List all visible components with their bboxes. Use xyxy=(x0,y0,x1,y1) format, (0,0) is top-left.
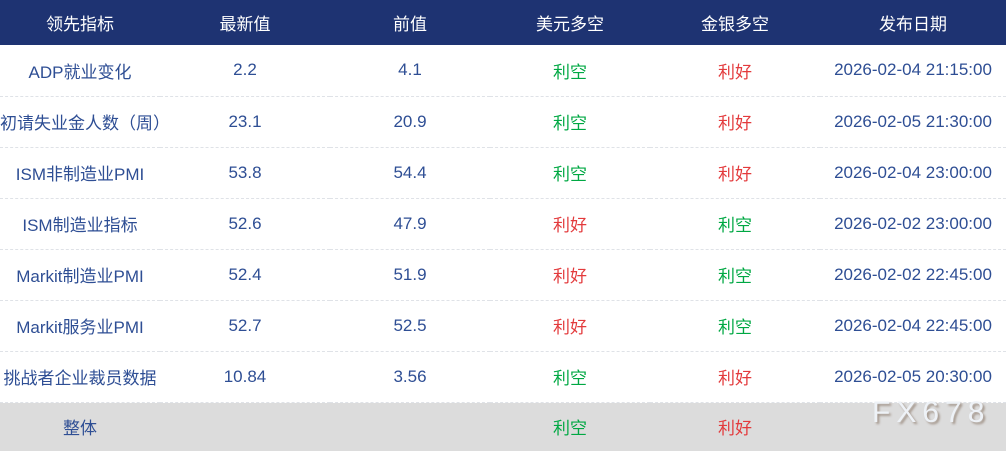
table-row: Markit服务业PMI 52.7 52.5 利好 利空 2026-02-04 … xyxy=(0,300,1006,352)
cell-previous-value: 47.9 xyxy=(330,198,490,250)
cell-release-date: 2026-02-02 22:45:00 xyxy=(820,249,1006,301)
col-header-usd-sentiment: 美元多空 xyxy=(536,15,604,34)
cell-latest-value xyxy=(160,402,330,451)
cell-indicator: ISM非制造业PMI xyxy=(0,147,160,199)
cell-usd-sentiment: 利好 xyxy=(490,249,650,301)
col-header-gold-silver-sentiment: 金银多空 xyxy=(701,15,769,34)
cell-usd-sentiment: 利空 xyxy=(553,419,587,439)
cell-latest-value: 10.84 xyxy=(160,351,330,403)
cell-previous-value: 51.9 xyxy=(330,249,490,301)
cell-gold-silver-sentiment: 利空 xyxy=(650,198,820,250)
cell-release-date: 2026-02-02 23:00:00 xyxy=(820,198,1006,250)
table-row: 挑战者企业裁员数据 10.84 3.56 利空 利好 2026-02-05 20… xyxy=(0,351,1006,403)
cell-indicator: Markit服务业PMI xyxy=(0,300,160,352)
cell-previous-value: 3.56 xyxy=(330,351,490,403)
cell-gold-silver-sentiment: 利好 xyxy=(650,147,820,199)
cell-indicator: 挑战者企业裁员数据 xyxy=(0,351,160,403)
cell-gold-silver-sentiment: 利好 xyxy=(718,419,752,439)
cell-previous-value: 20.9 xyxy=(330,96,490,148)
cell-indicator: 整体 xyxy=(63,419,97,439)
cell-gold-silver-sentiment: 利空 xyxy=(650,300,820,352)
cell-indicator: 初请失业金人数（周） xyxy=(0,96,160,148)
cell-release-date: 2026-02-05 20:30:00 xyxy=(820,351,1006,403)
cell-previous-value: 4.1 xyxy=(330,45,490,97)
cell-gold-silver-sentiment: 利好 xyxy=(650,45,820,97)
cell-latest-value: 52.7 xyxy=(160,300,330,352)
cell-release-date: 2026-02-04 22:45:00 xyxy=(820,300,1006,352)
cell-previous-value: 52.5 xyxy=(330,300,490,352)
table-row: Markit制造业PMI 52.4 51.9 利好 利空 2026-02-02 … xyxy=(0,249,1006,301)
col-header-release-date: 发布日期 xyxy=(879,15,947,34)
table-header-row: 领先指标 最新值 前值 美元多空 金银多空 发布日期 xyxy=(0,0,1006,45)
cell-latest-value: 52.4 xyxy=(160,249,330,301)
table-row: ADP就业变化 2.2 4.1 利空 利好 2026-02-04 21:15:0… xyxy=(0,45,1006,97)
cell-release-date xyxy=(820,402,1006,451)
table-row: ISM制造业指标 52.6 47.9 利好 利空 2026-02-02 23:0… xyxy=(0,198,1006,250)
cell-release-date: 2026-02-05 21:30:00 xyxy=(820,96,1006,148)
col-header-latest-value: 最新值 xyxy=(219,15,271,34)
cell-usd-sentiment: 利空 xyxy=(490,96,650,148)
cell-usd-sentiment: 利空 xyxy=(490,351,650,403)
col-header-indicator: 领先指标 xyxy=(46,15,114,34)
cell-indicator: ISM制造业指标 xyxy=(0,198,160,250)
cell-latest-value: 23.1 xyxy=(160,96,330,148)
cell-latest-value: 52.6 xyxy=(160,198,330,250)
cell-gold-silver-sentiment: 利空 xyxy=(650,249,820,301)
summary-row: 整体 利空 利好 xyxy=(0,402,1006,451)
cell-release-date: 2026-02-04 21:15:00 xyxy=(820,45,1006,97)
cell-indicator: ADP就业变化 xyxy=(0,45,160,97)
cell-indicator: Markit制造业PMI xyxy=(0,249,160,301)
cell-usd-sentiment: 利好 xyxy=(490,198,650,250)
cell-usd-sentiment: 利好 xyxy=(490,300,650,352)
table-row: 初请失业金人数（周） 23.1 20.9 利空 利好 2026-02-05 21… xyxy=(0,96,1006,148)
cell-release-date: 2026-02-04 23:00:00 xyxy=(820,147,1006,199)
cell-gold-silver-sentiment: 利好 xyxy=(650,351,820,403)
cell-latest-value: 53.8 xyxy=(160,147,330,199)
cell-previous-value xyxy=(330,402,490,451)
cell-usd-sentiment: 利空 xyxy=(490,147,650,199)
table-row: ISM非制造业PMI 53.8 54.4 利空 利好 2026-02-04 23… xyxy=(0,147,1006,199)
cell-usd-sentiment: 利空 xyxy=(490,45,650,97)
cell-latest-value: 2.2 xyxy=(160,45,330,97)
col-header-previous-value: 前值 xyxy=(393,15,427,34)
cell-previous-value: 54.4 xyxy=(330,147,490,199)
cell-gold-silver-sentiment: 利好 xyxy=(650,96,820,148)
